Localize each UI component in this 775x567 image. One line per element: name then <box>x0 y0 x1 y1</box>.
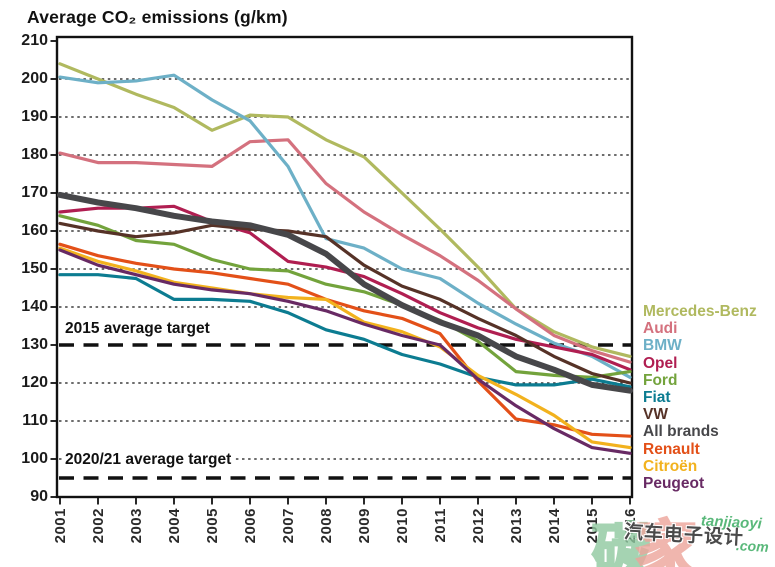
series-line-audi <box>58 138 632 364</box>
series-line-bmw <box>58 73 632 379</box>
chart-legend: Mercedes-Benz Audi BMW Opel Ford Fiat VW All br… <box>643 303 757 492</box>
series-line-all-brands <box>57 191 633 394</box>
x-axis-label-2009: 2009 <box>356 508 373 544</box>
series-line-peugeot <box>58 248 632 455</box>
y-axis-label-190: 190 <box>21 108 48 125</box>
x-axis-label-2011: 2011 <box>432 508 449 543</box>
plot-border <box>55 35 634 499</box>
x-axis-label-2003: 2003 <box>128 508 145 544</box>
chart-title: Average CO₂ emissions (g/km) <box>27 7 288 27</box>
legend-item-ford: Ford <box>643 371 678 389</box>
y-axis-label-200: 200 <box>21 70 48 87</box>
series-line-citro-n <box>58 246 632 450</box>
x-axis-label-2016: 2016 <box>622 508 639 544</box>
legend-item-fiat: Fiat <box>643 389 671 407</box>
y-axis-label-110: 110 <box>22 412 48 429</box>
x-axis-label-2004: 2004 <box>166 508 183 544</box>
legend-item-opel: Opel <box>643 354 678 372</box>
x-axis-label-2007: 2007 <box>280 508 297 544</box>
x-axis-label-2001: 2001 <box>52 508 69 544</box>
y-axis-label-140: 140 <box>21 298 48 315</box>
legend-item-citro-n: Citroën <box>643 457 698 475</box>
series-line-fiat <box>58 273 632 389</box>
y-axis-label-100: 100 <box>21 450 48 467</box>
x-axis-label-2008: 2008 <box>318 508 335 544</box>
series-line-renault <box>58 242 632 438</box>
legend-item-all-brands: All brands <box>643 423 719 441</box>
y-axis-label-130: 130 <box>21 336 48 353</box>
x-axis-label-2013: 2013 <box>508 508 525 544</box>
x-axis-label-2015: 2015 <box>584 508 601 544</box>
legend-item-renault: Renault <box>643 440 700 458</box>
legend-item-bmw: BMW <box>643 337 682 355</box>
x-axis-label-2010: 2010 <box>394 508 411 544</box>
legend-item-peugeot: Peugeot <box>643 475 705 493</box>
y-axis-label-170: 170 <box>21 184 48 201</box>
x-axis-label-2014: 2014 <box>546 508 563 544</box>
y-axis-label-180: 180 <box>21 146 48 163</box>
series-line-vw <box>58 221 632 385</box>
target-label-2015: 2015 average target <box>62 320 213 338</box>
x-axis-label-2002: 2002 <box>90 508 107 544</box>
y-axis-label-150: 150 <box>21 260 48 277</box>
y-axis-label-160: 160 <box>21 222 48 239</box>
x-axis-label-2005: 2005 <box>204 508 221 544</box>
target-label-2020-21: 2020/21 average target <box>62 451 235 469</box>
legend-item-vw: VW <box>643 406 668 424</box>
series-line-ford <box>58 214 632 379</box>
y-axis-label-90: 90 <box>30 488 48 505</box>
legend-item-audi: Audi <box>643 320 678 338</box>
x-axis-label-2006: 2006 <box>242 508 259 544</box>
x-axis-label-2012: 2012 <box>470 508 487 544</box>
y-axis-label-120: 120 <box>21 374 48 391</box>
legend-item-mercedes-benz: Mercedes-Benz <box>643 303 757 320</box>
y-axis-label-210: 210 <box>21 32 48 49</box>
